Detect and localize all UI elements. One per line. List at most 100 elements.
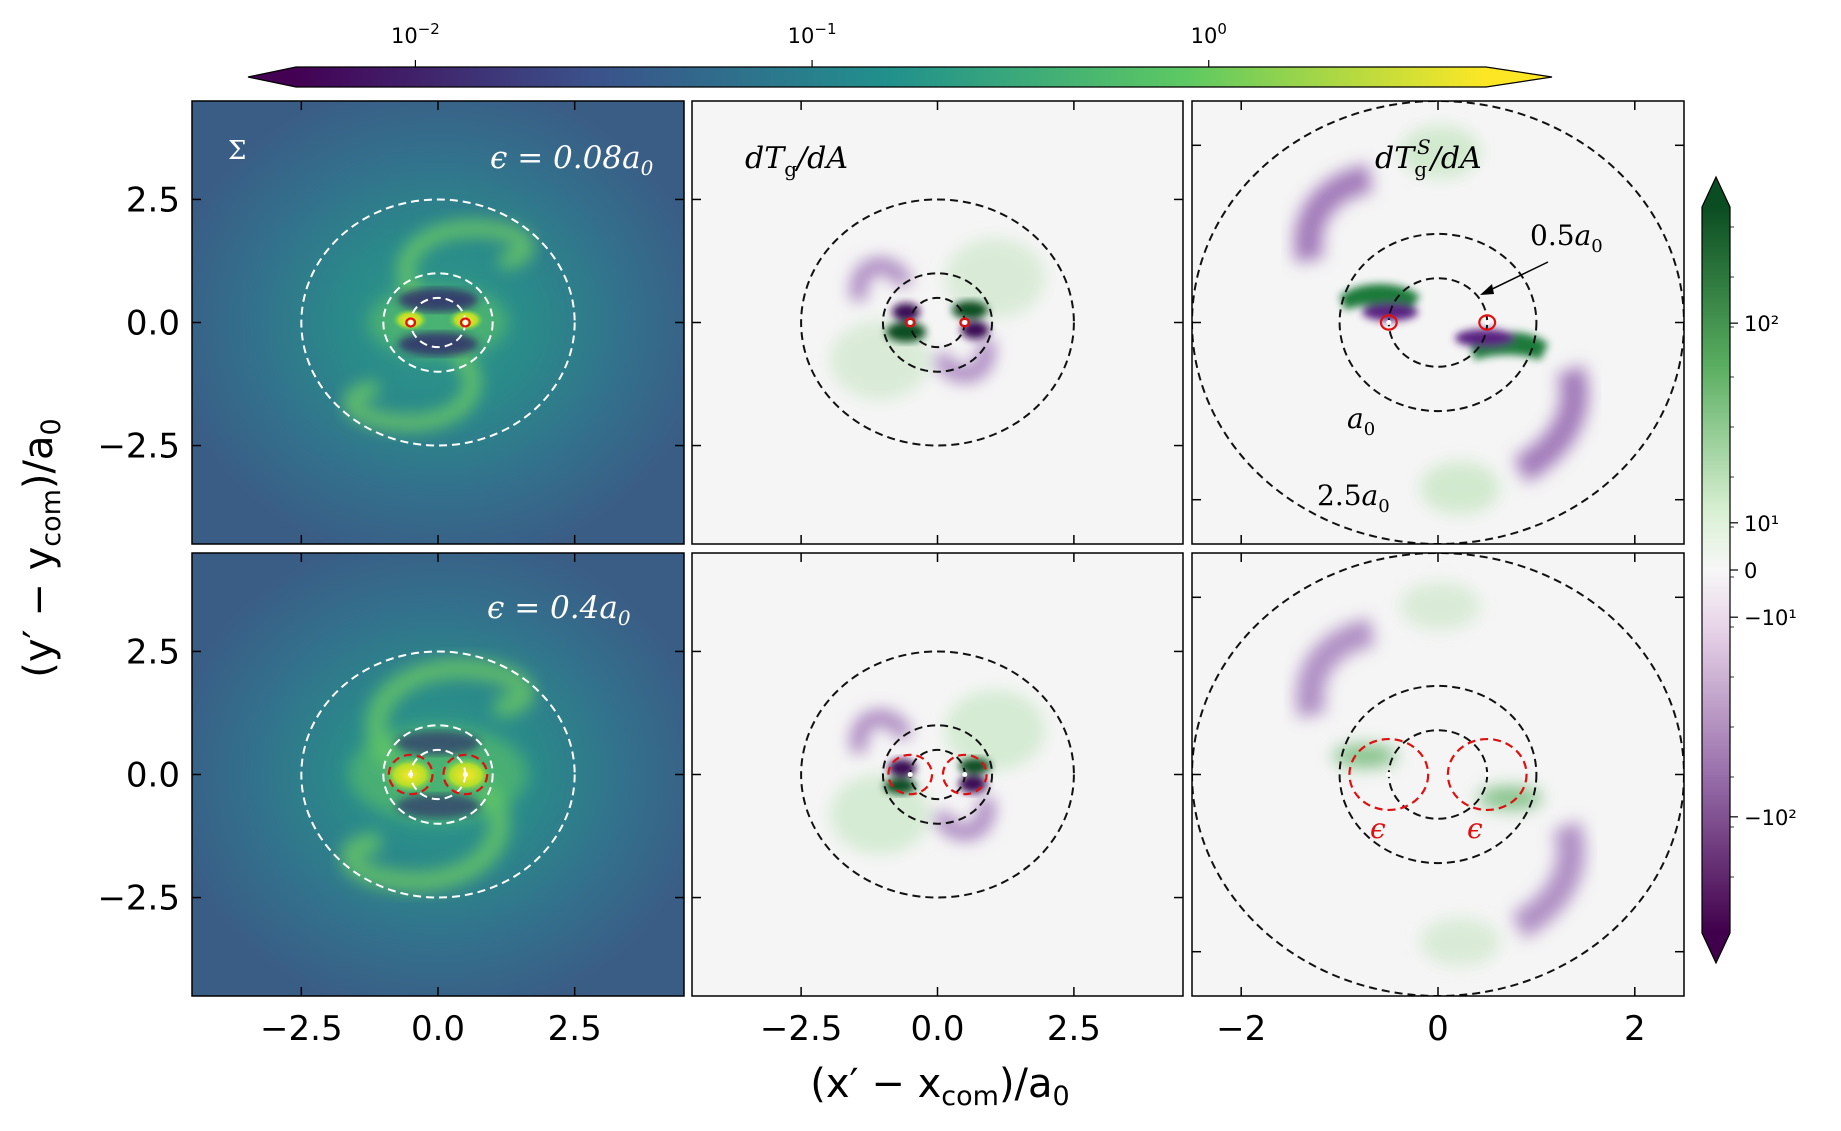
panel-b-binary-1 — [962, 320, 968, 325]
dtgs-sup: S — [1417, 135, 1431, 159]
panel-b-background — [692, 101, 1183, 544]
panel-c-overlay — [1192, 101, 1684, 544]
xlabel-close: )/a — [999, 1061, 1053, 1107]
top-colorbar: 10−2 10−1 100 — [247, 20, 1553, 88]
panel-f-binary-1 — [1484, 772, 1490, 777]
panel-a-circle-2 — [300, 198, 576, 447]
panel-torque-s-eps04 — [1192, 553, 1684, 996]
panel-f-circle-1 — [1338, 684, 1538, 865]
eps008-sub: 0 — [641, 156, 654, 180]
panel-e-binary-0 — [907, 772, 913, 777]
panel-b-overlay — [800, 198, 1075, 447]
eps008-a: a — [622, 140, 640, 176]
right-colorbar-outline — [1701, 175, 1731, 965]
eps04-text: ϵ = 0.4 — [487, 590, 599, 626]
eps008-text: ϵ = 0.08 — [490, 140, 622, 176]
annotation-arrow-head — [1480, 284, 1494, 295]
ann-a0-a: a — [1347, 402, 1364, 435]
panel-c-lobes — [1294, 126, 1589, 514]
svg-text:dTgS/dA: dTgS/dA — [1375, 135, 1482, 181]
panel-e-xtick-label-2: 2.5 — [1047, 1009, 1101, 1049]
ann-25-sub: 0 — [1378, 496, 1389, 517]
panel-f-xtick-label-1: 0 — [1427, 1009, 1449, 1049]
panel-e-circle-1 — [881, 724, 994, 825]
panel-c-softening-circle-0 — [1379, 314, 1398, 331]
panel-d-circle-2 — [300, 650, 576, 899]
panel-b-circle-2 — [800, 198, 1075, 447]
panel-d-spiral-arms — [340, 658, 535, 892]
panel-torque-s-eps008 — [1192, 101, 1684, 544]
panel-torque-eps04 — [692, 553, 1183, 996]
xlabel-sub: com — [941, 1081, 999, 1112]
panel-b-softening-circle-0 — [904, 317, 916, 328]
panel-a-softening-circle-0 — [405, 317, 417, 328]
panel-label-dtgs-da: dTgS/dA — [1375, 135, 1482, 181]
panel-d-xtick-label-0: −2.5 — [260, 1009, 343, 1049]
panel-a-ytick-label-0: 2.5 — [126, 180, 180, 220]
panel-d-circle-1 — [382, 724, 494, 825]
annotation-eps-left: ϵ — [1370, 812, 1386, 845]
panel-e-overlay — [800, 650, 1075, 899]
panel-f-softening-circle-0 — [1348, 737, 1430, 812]
xlabel-a0sub: 0 — [1053, 1081, 1070, 1112]
panel-d-ytick-label-2: −2.5 — [97, 879, 180, 919]
eps04-sub: 0 — [618, 606, 631, 630]
ann-25-num: 2.5 — [1317, 479, 1362, 512]
annotation-25-a0: 2.5a0 — [1317, 479, 1390, 517]
panel-e-circle-2 — [800, 650, 1075, 899]
ann-a0-sub: 0 — [1364, 419, 1375, 440]
panel-f-lobes — [1296, 582, 1585, 966]
right-colorbar-ticks: 10² 10¹ 0 −10¹ −10² — [1730, 226, 1797, 878]
panel-sigma-eps008 — [192, 101, 684, 544]
panel-e-binary-1 — [962, 772, 968, 777]
dtg-da: /dA — [794, 141, 848, 176]
ann-25-a: a — [1362, 479, 1379, 512]
svg-text:2.5a0: 2.5a0 — [1317, 479, 1390, 517]
panel-f-softening-circle-1 — [1446, 737, 1528, 812]
panel-f-xtick-label-0: −2 — [1216, 1009, 1266, 1049]
ylabel-sub: com — [36, 489, 67, 547]
panel-e-softening-circle-0 — [887, 753, 934, 796]
svg-text:dTg/dA: dTg/dA — [745, 141, 848, 181]
ylabel-open: (y′ − y — [16, 547, 62, 678]
panel-overlays — [300, 101, 1684, 996]
dtgs-d: dT — [1375, 141, 1416, 176]
panel-d-xtick-label-1: 0.0 — [411, 1009, 465, 1049]
panel-c-binary-0 — [1386, 320, 1392, 325]
ylabel-close: )/a — [16, 435, 62, 489]
panel-d-xtick-label-2: 2.5 — [548, 1009, 602, 1049]
right-colorbar-extend-low — [1702, 933, 1730, 963]
svg-text:0.5a0: 0.5a0 — [1530, 219, 1603, 257]
panel-label-eps-008: ϵ = 0.08a0 — [490, 140, 654, 180]
right-colorbar: 10² 10¹ 0 −10¹ −10² — [1701, 175, 1797, 965]
ylabel-a0sub: 0 — [36, 418, 67, 435]
dtg-sub: g — [784, 157, 797, 181]
panel-b-softening-circle-1 — [959, 317, 971, 328]
panel-d-softening-circle-1 — [442, 753, 489, 796]
panel-d-binary-1 — [462, 772, 468, 777]
eps04-a: a — [599, 590, 617, 626]
ann-half-num: 0.5 — [1530, 219, 1575, 252]
svg-text:ϵ = 0.08a0: ϵ = 0.08a0 — [490, 140, 654, 180]
right-colorbar-tick-label-4: −10² — [1744, 806, 1797, 830]
panel-a-binary-1 — [462, 320, 468, 325]
panel-c-softening-circle-1 — [1478, 314, 1497, 331]
panel-e-xtick-label-1: 0.0 — [910, 1009, 964, 1049]
annotation-arrow-line — [1485, 261, 1549, 293]
svg-text:a0: a0 — [1347, 402, 1375, 440]
x-axis-label: (x′ − xcom)/a0 — [810, 1061, 1069, 1112]
panel-f-xtick-label-2: 2 — [1624, 1009, 1646, 1049]
panel-d-ytick-label-1: 0.0 — [126, 756, 180, 796]
panel-f-overlay — [1192, 553, 1684, 996]
dtg-d: dT — [745, 141, 786, 176]
ann-half-a: a — [1575, 219, 1592, 252]
panel-e-background — [692, 553, 1183, 996]
right-colorbar-tick-label-1: 10¹ — [1744, 512, 1779, 536]
panel-a-ytick-label-1: 0.0 — [126, 304, 180, 344]
panel-d-overlay — [300, 650, 576, 899]
panel-sigma-eps04 — [192, 553, 684, 996]
panel-c-binary-1 — [1484, 320, 1490, 325]
panel-d-softening-circle-0 — [387, 753, 434, 796]
panel-f-binary-0 — [1386, 772, 1392, 777]
